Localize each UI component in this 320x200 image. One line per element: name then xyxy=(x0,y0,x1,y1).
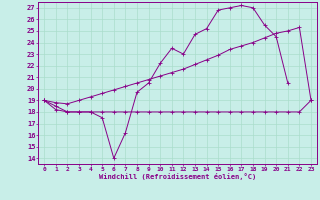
X-axis label: Windchill (Refroidissement éolien,°C): Windchill (Refroidissement éolien,°C) xyxy=(99,173,256,180)
